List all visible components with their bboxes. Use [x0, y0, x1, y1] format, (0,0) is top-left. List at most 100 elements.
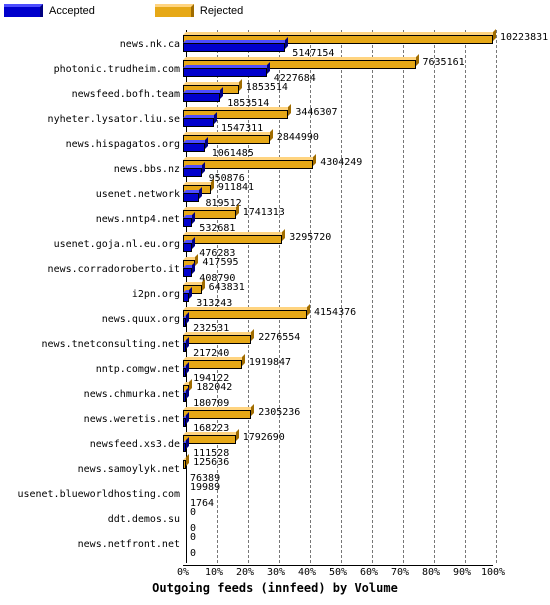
category-label: news.nk.ca	[2, 40, 180, 50]
legend-item-accepted: Accepted	[4, 4, 95, 17]
accepted-bar: 0	[183, 543, 186, 552]
chart-title: Outgoing feeds (innfeed) by Volume	[0, 581, 550, 595]
rejected-value-label: 182042	[196, 383, 232, 393]
accepted-bar: 1061485	[183, 143, 208, 152]
category-label: newsfeed.xs3.de	[2, 440, 180, 450]
grid-line	[434, 30, 435, 563]
accepted-bar: 408790	[183, 268, 195, 277]
rejected-value-label: 911841	[218, 183, 254, 193]
legend-label-accepted: Accepted	[49, 5, 95, 17]
accepted-bar: 1764	[183, 493, 186, 502]
rejected-bar: 3295720	[183, 235, 285, 244]
category-label: newsfeed.bofh.team	[2, 90, 180, 100]
rejected-value-label: 3446307	[295, 108, 337, 118]
accepted-bar: 217240	[183, 343, 189, 352]
grid-line	[496, 30, 497, 563]
grid-line	[465, 30, 466, 563]
rejected-value-label: 0	[190, 508, 196, 518]
y-axis-labels: news.nk.ca photonic.trudheim.com newsfeed.…	[0, 30, 180, 580]
rejected-value-label: 417595	[202, 258, 238, 268]
x-tick-label: 60%	[360, 567, 378, 578]
legend-item-rejected: Rejected	[155, 4, 243, 17]
category-label: news.weretis.net	[2, 415, 180, 425]
category-label: usenet.blueworldhosting.com	[2, 490, 180, 500]
x-tick-label: 20%	[236, 567, 254, 578]
accepted-bar: 168223	[183, 418, 189, 427]
rejected-bar: 1792690	[183, 435, 239, 444]
x-tick-label: 100%	[481, 567, 505, 578]
accepted-bar: 4227684	[183, 68, 270, 77]
x-tick-label: 70%	[391, 567, 409, 578]
category-label: nntp.comgw.net	[2, 365, 180, 375]
x-tick-label: 80%	[422, 567, 440, 578]
x-tick-label: 90%	[453, 567, 471, 578]
accepted-bar: 180709	[183, 393, 189, 402]
category-label: i2pn.org	[2, 290, 180, 300]
category-label: news.corradoroberto.it	[2, 265, 180, 275]
x-axis-line	[183, 565, 493, 566]
legend: Accepted Rejected	[4, 4, 243, 17]
category-label: usenet.network	[2, 190, 180, 200]
accepted-bar: 313243	[183, 293, 192, 302]
rejected-bar: 4154376	[183, 310, 310, 319]
category-label: usenet.goja.nl.eu.org	[2, 240, 180, 250]
rejected-value-label: 643831	[209, 283, 245, 293]
category-label: news.netfront.net	[2, 540, 180, 550]
rejected-value-label: 19989	[190, 483, 220, 493]
rejected-value-label: 2844990	[277, 133, 319, 143]
category-label: news.tnetconsulting.net	[2, 340, 180, 350]
accepted-bar: 5147154	[183, 43, 288, 52]
rejected-value-label: 125636	[193, 458, 229, 468]
rejected-value-label: 1741313	[243, 208, 285, 218]
rejected-value-label: 10223831	[500, 33, 548, 43]
grid-line	[403, 30, 404, 563]
plot-area: news.nk.ca photonic.trudheim.com newsfeed.…	[0, 30, 550, 580]
x-tick-label: 40%	[298, 567, 316, 578]
category-label: ddt.demos.su	[2, 515, 180, 525]
rejected-value-label: 7635161	[423, 58, 465, 68]
rejected-value-label: 3295720	[289, 233, 331, 243]
accepted-bar: 950876	[183, 168, 205, 177]
accepted-bar: 232531	[183, 318, 189, 327]
accepted-bar: 111528	[183, 443, 189, 452]
rejected-value-label: 2305236	[258, 408, 300, 418]
rejected-value-label: 0	[190, 533, 196, 543]
accepted-bar: 532681	[183, 218, 195, 227]
legend-swatch-rejected	[155, 4, 194, 17]
category-label: photonic.trudheim.com	[2, 65, 180, 75]
accepted-bar: 476283	[183, 243, 195, 252]
x-tick-label: 50%	[329, 567, 347, 578]
legend-swatch-accepted	[4, 4, 43, 17]
rejected-value-label: 4304249	[320, 158, 362, 168]
accepted-bar: 1853514	[183, 93, 223, 102]
accepted-value-label: 0	[190, 549, 196, 559]
rejected-value-label: 2276554	[258, 333, 300, 343]
grid-line	[341, 30, 342, 563]
rejected-value-label: 1853514	[246, 83, 288, 93]
category-label: news.chmurka.net	[2, 390, 180, 400]
legend-label-rejected: Rejected	[200, 5, 243, 17]
x-tick-label: 30%	[267, 567, 285, 578]
x-tick-label: 10%	[205, 567, 223, 578]
rejected-bar: 2276554	[183, 335, 254, 344]
accepted-bar: 194122	[183, 368, 189, 377]
accepted-bar: 0	[183, 518, 186, 527]
rejected-value-label: 1792690	[243, 433, 285, 443]
accepted-bar: 1547311	[183, 118, 217, 127]
category-label: news.nntp4.net	[2, 215, 180, 225]
accepted-bar: 76389	[183, 468, 186, 477]
chart-area: 1022383151471547635161422768418535141853…	[183, 30, 493, 580]
rejected-value-label: 4154376	[314, 308, 356, 318]
accepted-bar: 819512	[183, 193, 202, 202]
chart-container: Accepted Rejected news.nk.ca photonic.tru…	[0, 0, 550, 605]
x-tick-label: 0%	[177, 567, 189, 578]
category-label: nyheter.lysator.liu.se	[2, 115, 180, 125]
category-label: news.quux.org	[2, 315, 180, 325]
grid-line	[372, 30, 373, 563]
rejected-value-label: 1919847	[249, 358, 291, 368]
rejected-bar: 1919847	[183, 360, 245, 369]
category-label: news.samoylyk.net	[2, 465, 180, 475]
category-label: news.bbs.nz	[2, 165, 180, 175]
category-label: news.hispagatos.org	[2, 140, 180, 150]
rejected-bar: 2305236	[183, 410, 254, 419]
